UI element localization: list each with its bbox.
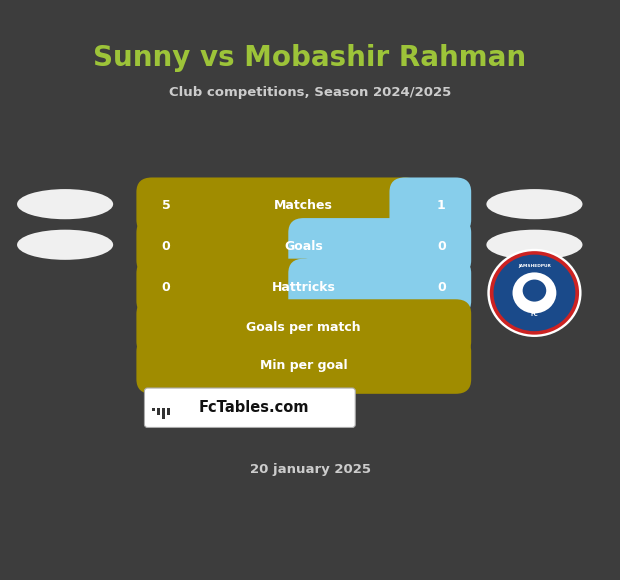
Text: Matches: Matches — [275, 200, 333, 212]
FancyBboxPatch shape — [144, 388, 355, 427]
Text: 0: 0 — [437, 281, 446, 293]
Text: 0: 0 — [162, 240, 170, 253]
FancyBboxPatch shape — [136, 218, 319, 275]
Text: 0: 0 — [162, 281, 170, 293]
Text: Club competitions, Season 2024/2025: Club competitions, Season 2024/2025 — [169, 86, 451, 99]
Text: 20 january 2025: 20 january 2025 — [249, 463, 371, 476]
Ellipse shape — [486, 230, 582, 260]
Ellipse shape — [17, 230, 113, 260]
Circle shape — [523, 280, 546, 302]
FancyBboxPatch shape — [136, 177, 420, 234]
FancyBboxPatch shape — [162, 408, 165, 419]
Text: Goals per match: Goals per match — [247, 321, 361, 334]
Circle shape — [494, 255, 575, 331]
Text: Hattricks: Hattricks — [272, 281, 336, 293]
FancyBboxPatch shape — [288, 218, 471, 275]
FancyBboxPatch shape — [157, 408, 160, 415]
FancyBboxPatch shape — [136, 299, 471, 356]
Circle shape — [487, 249, 582, 337]
Text: 5: 5 — [162, 200, 170, 212]
Text: Min per goal: Min per goal — [260, 359, 348, 372]
FancyBboxPatch shape — [136, 337, 471, 394]
FancyBboxPatch shape — [167, 408, 170, 415]
Ellipse shape — [17, 189, 113, 219]
FancyBboxPatch shape — [136, 259, 319, 316]
Text: JAMSHEDPUR: JAMSHEDPUR — [518, 264, 551, 268]
Text: Sunny vs Mobashir Rahman: Sunny vs Mobashir Rahman — [94, 44, 526, 72]
Ellipse shape — [486, 189, 582, 219]
Text: FcTables.com: FcTables.com — [198, 400, 309, 415]
Circle shape — [490, 251, 579, 335]
Text: Goals: Goals — [285, 240, 323, 253]
FancyBboxPatch shape — [152, 408, 155, 411]
Text: 0: 0 — [437, 240, 446, 253]
Circle shape — [513, 273, 556, 313]
FancyBboxPatch shape — [288, 259, 471, 316]
FancyBboxPatch shape — [389, 177, 471, 234]
Text: 1: 1 — [437, 200, 446, 212]
Text: FC: FC — [531, 312, 538, 317]
